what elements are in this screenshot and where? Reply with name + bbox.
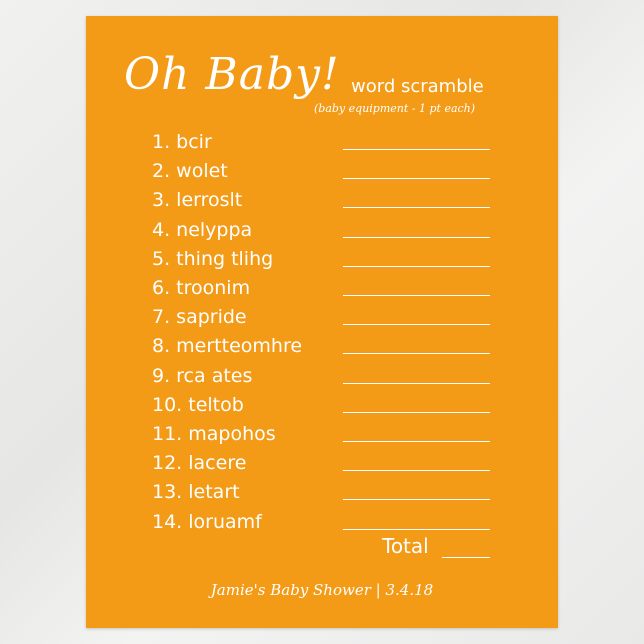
scramble-item: 6. troonim — [152, 275, 492, 301]
scrambled-word: 7. sapride — [152, 306, 247, 329]
answer-line — [343, 295, 490, 296]
scramble-item: 5. thing tlihg — [152, 246, 492, 272]
scrambled-word: 5. thing tlihg — [152, 247, 274, 270]
scoring-note: (baby equipment - 1 pt each) — [314, 102, 476, 115]
answer-line — [343, 353, 490, 355]
scramble-item: 2. wolet — [152, 158, 492, 184]
card-subtitle: word scramble — [351, 76, 484, 97]
answer-line — [343, 324, 490, 326]
scrambled-word: 13. letart — [152, 481, 240, 504]
scramble-item: 9. rca ates — [152, 363, 492, 389]
scrambled-word: 2. wolet — [152, 160, 228, 183]
answer-line — [343, 470, 490, 472]
scramble-item: 10. teltob — [152, 392, 492, 418]
answer-line — [343, 441, 490, 442]
scrambled-word: 4. nelyppa — [152, 218, 253, 241]
scramble-item: 11. mapohos — [152, 421, 492, 447]
scramble-item: 13. letart — [152, 479, 492, 505]
card-title: Oh Baby! — [124, 49, 340, 100]
scrambled-word: 1. bcir — [152, 131, 212, 153]
scrambled-word: 8. mertteomhre — [152, 335, 303, 358]
answer-line — [343, 207, 490, 209]
answer-line — [343, 149, 490, 150]
answer-line — [343, 499, 490, 501]
scramble-item: 1. bcir — [152, 129, 492, 155]
total-label: Total — [382, 534, 429, 558]
scrambled-word: 3. lerroslt — [152, 189, 243, 212]
scramble-item: 7. sapride — [152, 304, 492, 330]
word-scramble-card: Oh Baby! word scramble (baby equipment -… — [86, 16, 558, 628]
answer-line — [343, 528, 490, 530]
scramble-item: 3. lerroslt — [152, 187, 492, 213]
scrambled-word: 6. troonim — [152, 277, 251, 299]
scramble-item: 4. nelyppa — [152, 217, 492, 243]
scrambled-word: 9. rca ates — [152, 364, 253, 387]
scrambled-word: 10. teltob — [152, 393, 244, 416]
answer-line — [343, 382, 490, 384]
answer-line — [343, 411, 490, 413]
footer-event: Jamie's Baby Shower | 3.4.18 — [210, 581, 434, 599]
answer-line — [343, 178, 490, 180]
scramble-item: 12. lacere — [152, 450, 492, 476]
scrambled-word: 14. loruamf — [152, 510, 262, 533]
answer-line — [343, 236, 490, 238]
scrambled-word: 12. lacere — [152, 452, 247, 475]
scrambled-word: 11. mapohos — [152, 423, 276, 445]
scramble-item: 8. mertteomhre — [152, 333, 492, 359]
total-answer-line — [442, 557, 490, 558]
answer-line — [343, 265, 490, 267]
scramble-item: 14. loruamf — [152, 509, 492, 535]
